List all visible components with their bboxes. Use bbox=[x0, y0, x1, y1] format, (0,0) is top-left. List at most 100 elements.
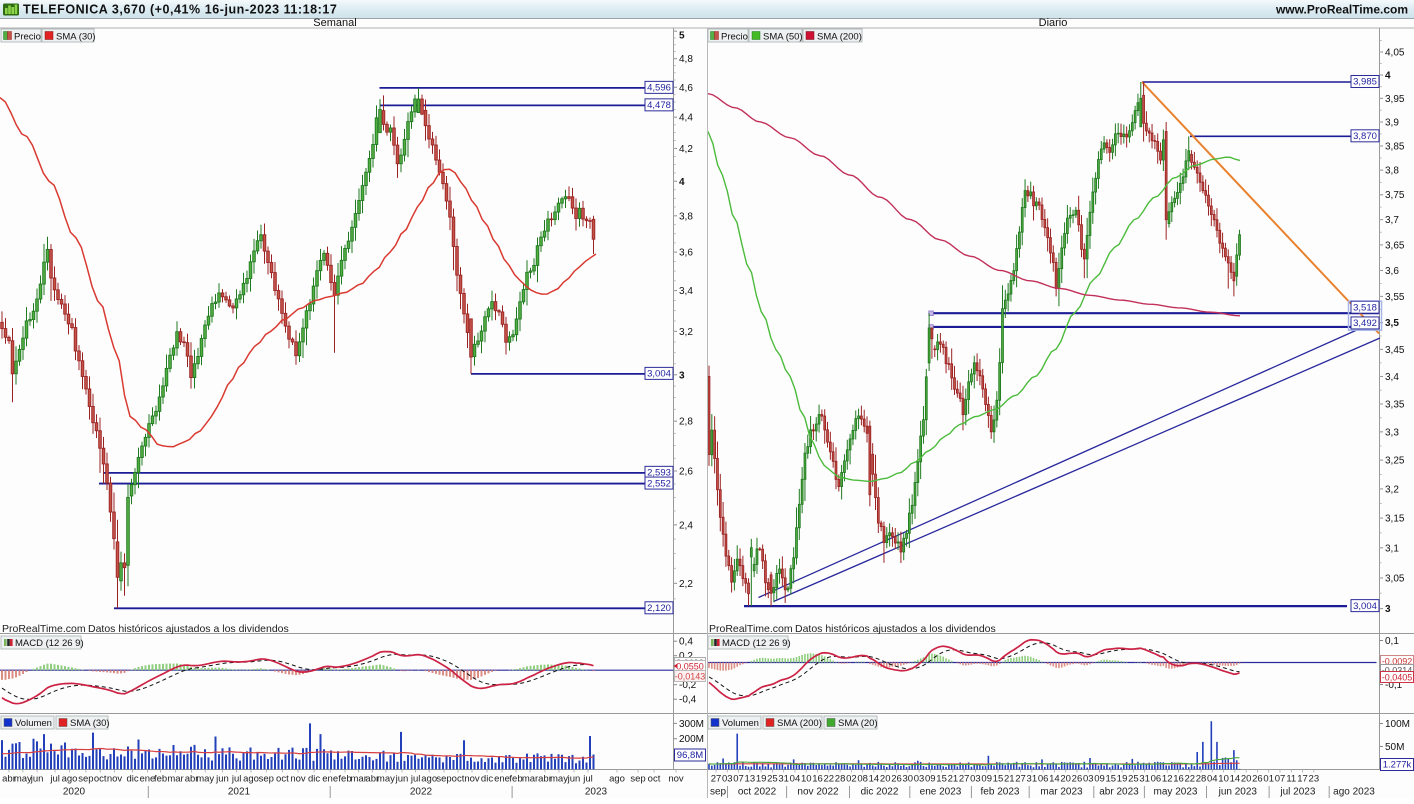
svg-text:4,8: 4,8 bbox=[679, 54, 693, 65]
svg-text:www.ProRealTime.com: www.ProRealTime.com bbox=[1275, 3, 1408, 17]
svg-text:dic: dic bbox=[308, 774, 320, 785]
svg-text:3,95: 3,95 bbox=[1385, 94, 1405, 105]
svg-text:19: 19 bbox=[756, 774, 767, 785]
svg-text:oct 2022: oct 2022 bbox=[738, 787, 777, 798]
svg-text:-0,1: -0,1 bbox=[1385, 680, 1403, 691]
svg-text:4,6: 4,6 bbox=[679, 83, 693, 94]
svg-text:3,518: 3,518 bbox=[1353, 302, 1377, 313]
svg-text:nov: nov bbox=[107, 774, 123, 785]
svg-text:2020: 2020 bbox=[63, 787, 86, 798]
svg-text:96,8M: 96,8M bbox=[677, 750, 703, 761]
svg-text:03: 03 bbox=[1083, 774, 1094, 785]
svg-text:2,552: 2,552 bbox=[647, 478, 671, 489]
svg-text:21: 21 bbox=[1004, 774, 1015, 785]
svg-text:25: 25 bbox=[767, 774, 778, 785]
svg-text:3: 3 bbox=[1385, 604, 1391, 615]
svg-text:ProRealTime.com: ProRealTime.com bbox=[2, 623, 86, 635]
svg-text:SMA (20): SMA (20) bbox=[838, 718, 878, 729]
svg-text:0,4: 0,4 bbox=[679, 637, 693, 648]
svg-text:nov: nov bbox=[464, 774, 480, 785]
svg-text:13: 13 bbox=[745, 774, 756, 785]
svg-text:4,2: 4,2 bbox=[679, 144, 693, 155]
svg-text:Precio: Precio bbox=[721, 31, 748, 42]
svg-text:06: 06 bbox=[1151, 774, 1162, 785]
svg-text:15: 15 bbox=[1106, 774, 1117, 785]
svg-text:ago 2023: ago 2023 bbox=[1333, 787, 1375, 798]
svg-text:Semanal: Semanal bbox=[313, 17, 356, 29]
svg-text:SMA (200): SMA (200) bbox=[777, 718, 822, 729]
svg-text:-0,4: -0,4 bbox=[679, 695, 697, 706]
svg-text:ago: ago bbox=[62, 774, 78, 785]
svg-text:3,004: 3,004 bbox=[647, 369, 671, 380]
svg-text:4,478: 4,478 bbox=[647, 100, 671, 111]
svg-text:2,593: 2,593 bbox=[647, 468, 671, 479]
svg-text:3,25: 3,25 bbox=[1385, 456, 1405, 467]
svg-text:feb 2023: feb 2023 bbox=[981, 787, 1020, 798]
svg-text:16: 16 bbox=[812, 774, 823, 785]
svg-text:1.277k: 1.277k bbox=[1383, 760, 1412, 771]
svg-text:jul: jul bbox=[410, 774, 421, 785]
svg-text:feb: feb bbox=[509, 774, 522, 785]
svg-text:abr: abr bbox=[2, 774, 16, 785]
svg-text:abr: abr bbox=[538, 774, 552, 785]
svg-text:31: 31 bbox=[1027, 774, 1038, 785]
svg-text:2023: 2023 bbox=[585, 787, 608, 798]
svg-text:jun: jun bbox=[395, 774, 409, 785]
svg-text:dic 2022: dic 2022 bbox=[861, 787, 899, 798]
svg-text:4,4: 4,4 bbox=[679, 113, 693, 124]
svg-text:10: 10 bbox=[1218, 774, 1229, 785]
svg-text:09: 09 bbox=[981, 774, 992, 785]
svg-text:3,6: 3,6 bbox=[679, 248, 693, 259]
svg-text:Datos históricos ajustados a l: Datos históricos ajustados a los dividen… bbox=[88, 623, 289, 635]
svg-text:2,120: 2,120 bbox=[647, 603, 671, 614]
svg-text:31: 31 bbox=[1139, 774, 1150, 785]
svg-text:12: 12 bbox=[1162, 774, 1173, 785]
svg-text:-0,0092: -0,0092 bbox=[1382, 656, 1413, 666]
svg-text:2,6: 2,6 bbox=[679, 467, 693, 478]
svg-text:Volumen: Volumen bbox=[15, 718, 52, 729]
svg-text:15: 15 bbox=[936, 774, 947, 785]
svg-text:Diario: Diario bbox=[1039, 17, 1068, 29]
svg-text:3,9: 3,9 bbox=[1385, 118, 1399, 129]
svg-text:jul: jul bbox=[231, 774, 242, 785]
svg-text:27: 27 bbox=[1015, 774, 1026, 785]
svg-text:15: 15 bbox=[993, 774, 1004, 785]
svg-text:27: 27 bbox=[711, 774, 722, 785]
svg-text:MACD (12 26 9): MACD (12 26 9) bbox=[722, 638, 791, 649]
svg-text:3,985: 3,985 bbox=[1353, 77, 1377, 88]
svg-text:ago: ago bbox=[421, 774, 437, 785]
svg-text:01: 01 bbox=[1263, 774, 1274, 785]
svg-text:oct: oct bbox=[94, 774, 107, 785]
svg-text:04: 04 bbox=[790, 774, 801, 785]
svg-text:3,7: 3,7 bbox=[1385, 215, 1399, 226]
svg-text:3,75: 3,75 bbox=[1385, 190, 1405, 201]
svg-text:-0,2: -0,2 bbox=[679, 680, 697, 691]
svg-text:may: may bbox=[196, 774, 214, 785]
svg-text:03: 03 bbox=[914, 774, 925, 785]
svg-text:14: 14 bbox=[869, 774, 880, 785]
svg-text:sep: sep bbox=[630, 774, 645, 785]
svg-text:ago: ago bbox=[243, 774, 259, 785]
svg-text:20: 20 bbox=[1241, 774, 1252, 785]
svg-text:3,15: 3,15 bbox=[1385, 514, 1405, 525]
svg-text:3,4: 3,4 bbox=[1385, 372, 1399, 383]
svg-text:03: 03 bbox=[722, 774, 733, 785]
svg-text:20: 20 bbox=[880, 774, 891, 785]
svg-text:3,55: 3,55 bbox=[1385, 292, 1405, 303]
svg-text:-0,0143: -0,0143 bbox=[675, 671, 706, 681]
svg-text:sep: sep bbox=[78, 774, 93, 785]
svg-text:50M: 50M bbox=[1385, 742, 1404, 753]
svg-text:nov: nov bbox=[668, 774, 684, 785]
svg-text:mar: mar bbox=[167, 774, 183, 785]
svg-text:Precio: Precio bbox=[14, 31, 41, 42]
svg-text:31: 31 bbox=[778, 774, 789, 785]
svg-text:2021: 2021 bbox=[228, 787, 251, 798]
svg-text:feb: feb bbox=[338, 774, 351, 785]
svg-text:0,0550: 0,0550 bbox=[676, 661, 704, 671]
svg-text:sep: sep bbox=[259, 774, 274, 785]
svg-text:28: 28 bbox=[835, 774, 846, 785]
svg-text:may: may bbox=[377, 774, 395, 785]
svg-text:14: 14 bbox=[1230, 774, 1241, 785]
svg-text:mar: mar bbox=[351, 774, 367, 785]
svg-text:0,1: 0,1 bbox=[1385, 636, 1399, 647]
